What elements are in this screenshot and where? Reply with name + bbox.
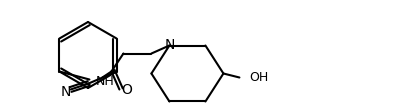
Text: NH: NH (96, 75, 114, 88)
Text: N: N (164, 38, 175, 52)
Text: O: O (121, 84, 132, 98)
Text: OH: OH (249, 71, 269, 84)
Text: N: N (60, 84, 71, 98)
